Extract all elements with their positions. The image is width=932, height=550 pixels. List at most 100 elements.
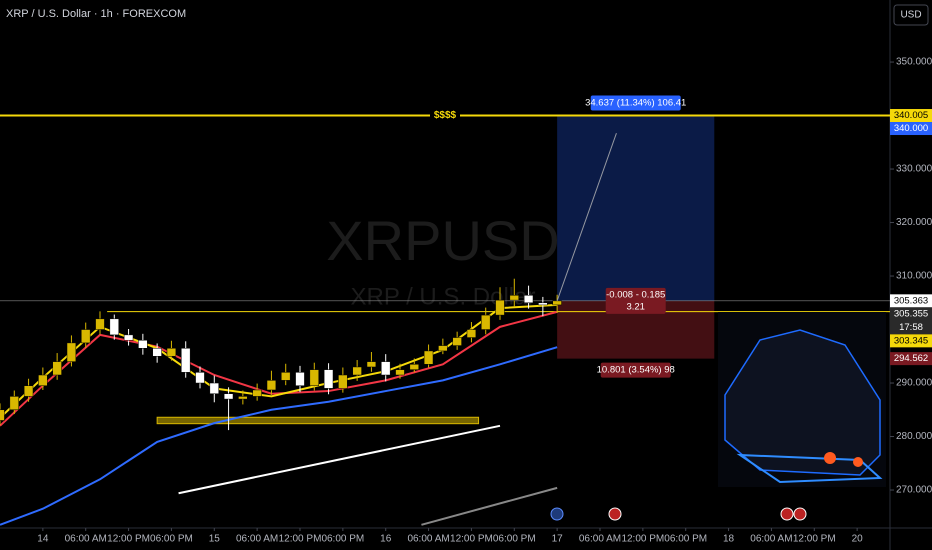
y-tick-label: 270.000 [896, 485, 932, 496]
candle-body [238, 396, 248, 400]
candle-body [309, 369, 319, 386]
candle-body [195, 372, 205, 384]
x-tick-label: 06:00 AM [750, 534, 792, 545]
x-tick-label: 06:00 PM [664, 534, 707, 545]
moving-average [0, 346, 558, 526]
price-tag [890, 307, 932, 335]
candle-body [395, 369, 405, 376]
moving-average [0, 303, 558, 419]
countdown: 17:58 [899, 322, 923, 333]
currency-label[interactable]: USD [900, 10, 921, 21]
price-tag-label: 340.000 [894, 123, 928, 134]
price-tag-label: 294.562 [894, 353, 928, 364]
candle-body [438, 345, 448, 352]
x-tick-label: 20 [852, 534, 864, 545]
x-tick-label: 06:00 PM [493, 534, 536, 545]
event-icon[interactable] [793, 507, 807, 521]
x-tick-label: 12:00 PM [107, 534, 150, 545]
candle-body [95, 318, 105, 330]
candle-body [81, 329, 91, 344]
x-tick-label: 06:00 AM [236, 534, 278, 545]
x-tick-label: 14 [37, 534, 49, 545]
event-icon[interactable] [550, 507, 564, 521]
candle-body [52, 361, 62, 376]
price-tag-label: 305.355 [894, 308, 928, 319]
y-tick-label: 330.000 [896, 164, 932, 175]
price-tag [890, 294, 932, 308]
candle-body [338, 374, 348, 389]
candle-body [23, 385, 34, 397]
y-tick-label: 310.000 [896, 271, 932, 282]
candle-body [509, 295, 519, 301]
x-tick-label: 06:00 AM [407, 534, 449, 545]
price-tag-label: 305.363 [894, 295, 928, 306]
y-tick-label: 290.000 [896, 378, 932, 389]
candle-body [452, 337, 462, 346]
target-zone [557, 115, 715, 301]
price-tag [890, 352, 932, 366]
candle-body [295, 372, 305, 386]
x-tick-label: 06:00 PM [321, 534, 364, 545]
x-tick-label: 06:00 AM [579, 534, 621, 545]
candle-body [152, 348, 162, 357]
y-tick-label: 280.000 [896, 431, 932, 442]
price-tag [890, 109, 932, 123]
center-label-bg [605, 287, 666, 314]
watermark: XRP / U.S. Dollar [351, 283, 536, 310]
candle-body [66, 342, 77, 362]
watermark: XRPUSD [326, 209, 559, 272]
price-tag-label: 340.005 [894, 110, 928, 121]
x-tick-label: 12:00 PM [450, 534, 493, 545]
x-tick-label: 06:00 AM [65, 534, 107, 545]
car-light [824, 452, 836, 464]
candle-body [423, 350, 434, 365]
candle-body [109, 318, 119, 336]
candle-body [409, 364, 419, 370]
chart-title: XRP / U.S. Dollar · 1h · FOREXCOM [6, 8, 186, 20]
candle-body [223, 393, 234, 400]
candle-body [138, 339, 148, 349]
event-icon[interactable] [780, 507, 794, 521]
car-decoration [718, 312, 886, 487]
x-tick-label: 12:00 PM [621, 534, 664, 545]
candle-body [123, 334, 134, 341]
target-label: 34.637 (11.34%) 106.41 [585, 98, 686, 109]
trendline [178, 424, 501, 495]
candle-body [0, 409, 5, 421]
event-icon[interactable] [608, 507, 622, 521]
candle-body [495, 299, 505, 316]
x-tick-label: 06:00 PM [150, 534, 193, 545]
x-tick-label: 12:00 PM [279, 534, 322, 545]
candle-body [538, 302, 548, 306]
currency-button[interactable] [893, 4, 929, 26]
center-label: -0.008 - 0.185 [606, 289, 665, 300]
center-label: 3.21 [626, 301, 645, 312]
target-label-bg [590, 95, 681, 111]
support-zone [156, 416, 480, 425]
watermark-layer: XRPUSD XRP / U.S. Dollar [326, 209, 559, 311]
plot-area: $$$$ 34.637 (11.34%) 106.41 -0.008 - 0.185… [0, 95, 890, 526]
level-label-bg [430, 108, 460, 123]
candle-body [523, 295, 534, 304]
candle-body [181, 348, 191, 373]
candle-body [166, 348, 177, 357]
stop-label-bg [600, 362, 671, 378]
candle-body [9, 396, 19, 411]
candle-body [281, 372, 291, 381]
time-axis-icons [550, 507, 807, 521]
trendline [421, 486, 558, 526]
x-tick-label: 16 [380, 534, 392, 545]
x-tick-label: 15 [209, 534, 221, 545]
candle-body [466, 329, 477, 338]
candle-body [323, 369, 334, 389]
level-label: $$$$ [434, 110, 457, 121]
y-tick-label: 320.000 [896, 217, 932, 228]
y-tick-label: 350.000 [896, 57, 932, 68]
candle-body [381, 361, 391, 376]
car-glow [736, 453, 883, 484]
candle-body [366, 361, 377, 368]
candle-body [266, 380, 277, 391]
candle-body [252, 389, 262, 397]
candle-body [481, 314, 491, 330]
